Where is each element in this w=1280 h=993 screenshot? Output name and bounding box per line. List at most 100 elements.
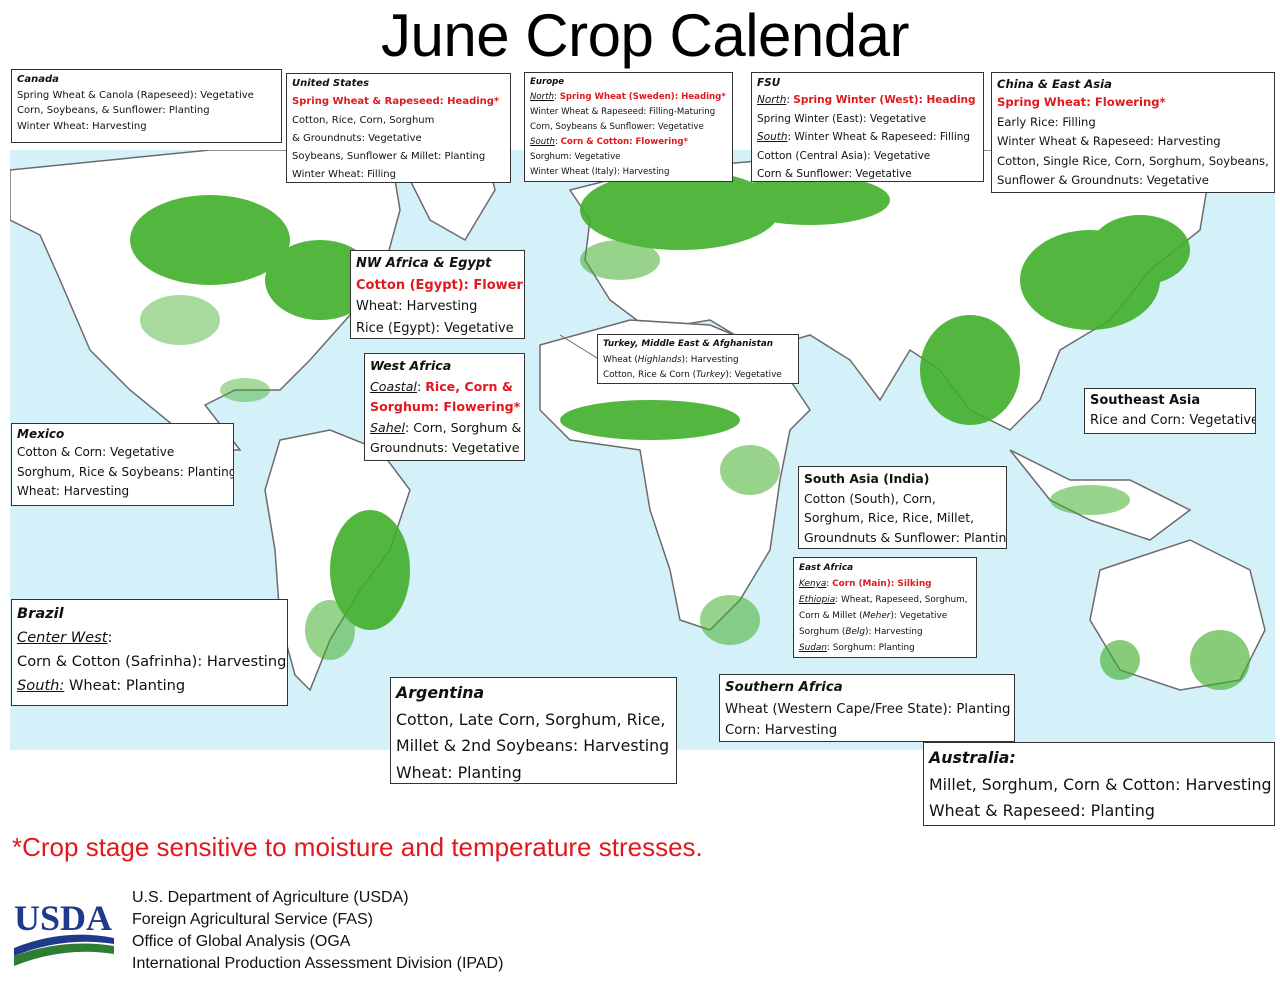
- region-header-mexico: Mexico: [17, 427, 65, 441]
- region-header-fsu: FSU: [757, 77, 781, 89]
- usda-logo-text: USDA: [14, 898, 112, 938]
- subregion-label: South: [757, 131, 788, 143]
- region-header-australia: Australia:: [929, 748, 1016, 767]
- region-text: Wheat (: [603, 354, 638, 365]
- region-box-east-africa: East Africa Kenya: Corn (Main): Silking …: [793, 557, 977, 658]
- region-line: Corn & Cotton (Safrinha): Harvesting: [17, 653, 287, 670]
- region-sensitive-text: Corn & Cotton: Flowering*: [560, 137, 688, 147]
- region-line: South: Corn & Cotton: Flowering*: [530, 137, 688, 147]
- region-box-turkey-middle-east: Turkey, Middle East & Afghanistan Wheat …: [597, 334, 799, 384]
- region-box-australia: Australia: Millet, Sorghum, Corn & Cotto…: [923, 742, 1275, 826]
- region-sensitive-text: Spring Winter (West): Heading: [793, 94, 976, 106]
- subregion-label: Meher: [862, 611, 891, 621]
- agency-line: Foreign Agricultural Service (FAS): [132, 911, 373, 928]
- region-text: Sorghum (: [799, 627, 846, 637]
- region-header-east-africa: East Africa: [799, 563, 854, 573]
- subregion-label: North: [757, 94, 787, 106]
- agency-credits: U.S. Department of Agriculture (USDA) Fo…: [132, 887, 503, 975]
- region-box-argentina: Argentina Cotton, Late Corn, Sorghum, Ri…: [390, 677, 677, 784]
- region-box-china-east-asia: China & East Asia Spring Wheat: Flowerin…: [991, 72, 1275, 193]
- region-header-canada: Canada: [17, 74, 59, 85]
- region-header-india: South Asia (India): [804, 471, 930, 486]
- agency-line: U.S. Department of Agriculture (USDA): [132, 889, 409, 906]
- agency-line: Office of Global Analysis (OGA: [132, 933, 351, 950]
- region-line: Cotton, Late Corn, Sorghum, Rice,: [396, 709, 666, 729]
- region-line: Winter Wheat (Italy): Harvesting: [530, 167, 670, 177]
- region-line: Millet & 2nd Soybeans: Harvesting: [396, 736, 670, 755]
- region-sensitive-text: Corn (Main): Silking: [832, 579, 932, 589]
- subregion-label: Center West: [17, 629, 108, 646]
- cropland-layer: [130, 170, 1250, 690]
- region-line: Kenya: Corn (Main): Silking: [799, 579, 932, 589]
- region-header-southeast-asia: Southeast Asia: [1090, 393, 1201, 408]
- region-line: Sorghum, Rice, Rice, Millet,: [804, 510, 975, 525]
- region-text: Corn, Sorghum &: [413, 419, 522, 435]
- land-north-america: [10, 150, 401, 451]
- region-header-southern-africa: Southern Africa: [725, 680, 843, 695]
- region-box-canada: Canada Spring Wheat & Canola (Rapeseed):…: [11, 69, 282, 143]
- region-sensitive-line: Spring Wheat & Rapeseed: Heading*: [292, 96, 500, 107]
- region-sensitive-line: Spring Wheat: Flowering*: [997, 95, 1166, 109]
- region-text: ): Harvesting: [865, 627, 923, 637]
- region-line: Winter Wheat: Filling: [292, 169, 396, 180]
- region-text: :: [107, 629, 113, 646]
- region-sensitive-text: Spring Wheat (Sweden): Heading*: [559, 92, 726, 102]
- region-line: Soybeans, Sunflower & Millet: Planting: [292, 151, 486, 162]
- logo-swoosh-blue: [14, 934, 114, 956]
- region-line: Cotton (Central Asia): Vegetative: [757, 149, 931, 162]
- region-header-west-africa: West Africa: [370, 358, 452, 373]
- callout-line: [559, 334, 598, 359]
- region-text: ): Harvesting: [681, 354, 739, 365]
- subregion-label: Kenya: [799, 579, 827, 589]
- region-header-turkey: Turkey, Middle East & Afghanistan: [603, 339, 774, 349]
- subregion-label: Highlands: [637, 354, 682, 365]
- region-box-southern-africa: Southern Africa Wheat (Western Cape/Free…: [719, 674, 1015, 742]
- agency-line: International Production Assessment Divi…: [132, 955, 504, 972]
- world-crop-map: [10, 150, 1275, 750]
- region-box-west-africa: West Africa Coastal: Rice, Corn & Sorghu…: [364, 353, 525, 461]
- region-text: Wheat: Planting: [68, 677, 186, 694]
- region-line: Ethiopia: Wheat, Rapeseed, Sorghum,: [799, 595, 968, 605]
- region-text: Corn & Millet (: [799, 611, 863, 621]
- region-line: Groundnuts & Sunflower: Planting: [804, 529, 1007, 545]
- region-line: Sorghum, Rice & Soybeans: Planting: [17, 464, 234, 479]
- region-text: Cotton, Rice & Corn (: [603, 370, 697, 380]
- region-line: Corn: Harvesting: [725, 723, 838, 738]
- region-line: Groundnuts: Vegetative: [370, 440, 520, 455]
- region-line: Sahel: Corn, Sorghum &: [370, 419, 522, 435]
- region-header-europe: Europe: [530, 77, 565, 87]
- region-line: Rice (Egypt): Vegetative: [356, 320, 514, 336]
- page-title: June Crop Calendar: [381, 2, 909, 69]
- region-line: Winter Wheat: Harvesting: [17, 120, 147, 132]
- subregion-label: South: [530, 137, 555, 147]
- region-text: Sorghum: Planting: [832, 643, 915, 653]
- region-line: Cotton, Rice & Corn (Turkey): Vegetative: [603, 368, 793, 383]
- region-line: Spring Wheat & Canola (Rapeseed): Vegeta…: [17, 89, 254, 101]
- logo-swoosh-green: [14, 943, 114, 966]
- region-header-brazil: Brazil: [17, 605, 64, 622]
- sensitivity-footnote: *Crop stage sensitive to moisture and te…: [12, 832, 703, 862]
- region-header-china: China & East Asia: [997, 77, 1112, 91]
- region-line: Sorghum (Belg): Harvesting: [799, 624, 971, 640]
- region-box-southeast-asia: Southeast Asia Rice and Corn: Vegetative: [1084, 388, 1256, 434]
- region-box-nw-africa-egypt: NW Africa & Egypt Cotton (Egypt): Flower…: [350, 250, 525, 339]
- region-header-argentina: Argentina: [396, 683, 485, 702]
- usda-logo: USDA: [14, 898, 114, 966]
- subregion-label: North: [530, 92, 555, 102]
- region-line: & Groundnuts: Vegetative: [292, 133, 422, 144]
- region-box-south-asia-india: South Asia (India) Cotton (South), Corn,…: [798, 466, 1007, 549]
- region-header-nw-africa: NW Africa & Egypt: [356, 256, 492, 271]
- region-line: Rice and Corn: Vegetative: [1090, 413, 1256, 428]
- region-line: Wheat: Harvesting: [17, 484, 130, 498]
- region-line: Winter Wheat & Rapeseed: Filling-Maturin…: [530, 107, 716, 117]
- region-line: Wheat (Highlands): Harvesting: [603, 353, 793, 369]
- region-line: Spring Winter (East): Vegetative: [757, 112, 927, 125]
- region-text: Wheat, Rapeseed, Sorghum,: [840, 595, 968, 605]
- region-line: North: Spring Wheat (Sweden): Heading*: [530, 92, 726, 102]
- region-line: Corn, Soybeans, & Sunflower: Planting: [17, 105, 210, 116]
- region-box-mexico: Mexico Cotton & Corn: Vegetative Sorghum…: [11, 423, 234, 506]
- region-box-brazil: Brazil Center West: Corn & Cotton (Safri…: [11, 599, 288, 706]
- region-line: Corn & Millet (Meher): Vegetative: [799, 608, 971, 624]
- region-line: Sudan: Sorghum: Planting: [799, 643, 915, 653]
